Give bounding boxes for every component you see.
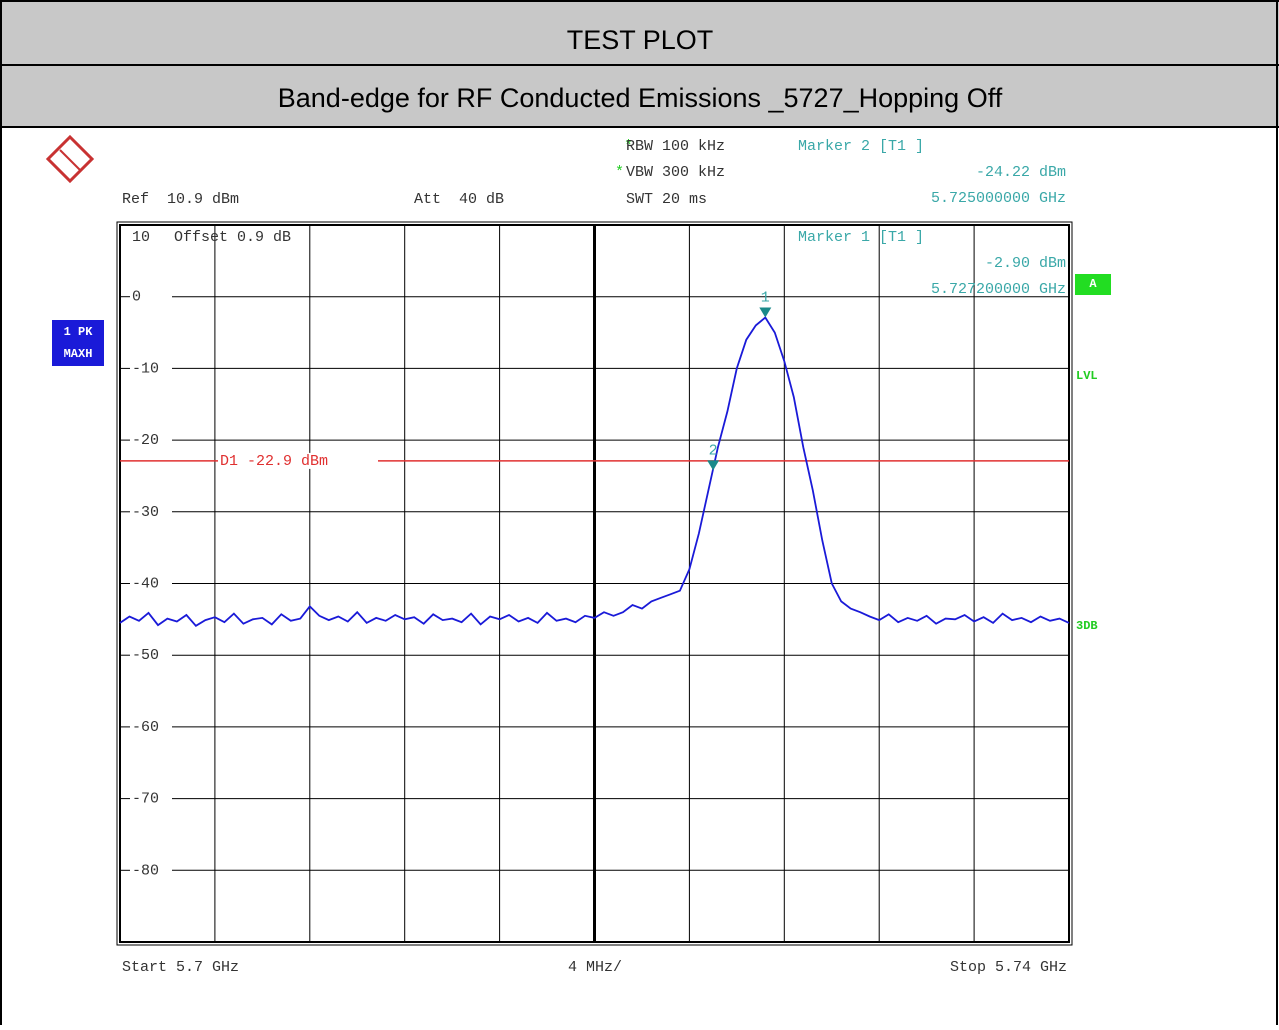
marker-value: -24.22 dBm [976,164,1066,181]
vbw-flag: * [615,164,624,181]
y-tick-label: 10 [132,229,150,246]
trace-label: MAXH [64,347,93,361]
y-tick-label: -70 [132,791,159,808]
rbw: RBW 100 kHz [626,138,725,155]
start-freq: Start 5.7 GHz [122,959,239,976]
subtitle: Band-edge for RF Conducted Emissions _57… [278,83,1003,113]
attenuation: Att 40 dB [414,191,504,208]
marker-title: Marker 1 [T1 ] [798,229,924,246]
y-tick-label: 0 [132,289,141,306]
header-band [0,0,1279,127]
vbw: VBW 300 kHz [626,164,725,181]
trace-label: 1 PK [64,325,94,339]
stop-freq: Stop 5.74 GHz [950,959,1067,976]
swt: SWT 20 ms [626,191,707,208]
offset: Offset 0.9 dB [174,229,291,246]
trace-badge [52,320,104,366]
side-label: LVL [1076,369,1098,383]
side-badge [1075,274,1111,295]
ref-level: Ref 10.9 dBm [122,191,239,208]
y-tick-label: -80 [132,862,159,879]
y-tick-label: -20 [132,432,159,449]
logo [45,134,95,184]
marker [707,460,720,471]
y-tick-label: -30 [132,504,159,521]
span-div: 4 MHz/ [568,959,622,976]
side-label: A [1089,277,1097,291]
marker-number: 2 [709,442,718,459]
title: TEST PLOT [567,25,714,55]
plot-frame [116,221,1073,946]
y-tick-label: -50 [132,647,159,664]
y-tick-label: -60 [132,719,159,736]
rbw-flag: * [624,138,633,155]
marker-title: Marker 2 [T1 ] [798,138,924,155]
y-tick-label: -10 [132,360,159,377]
marker-freq: 5.727200000 GHz [931,281,1066,298]
marker-value: -2.90 dBm [985,255,1066,272]
marker-number: 1 [761,289,770,306]
marker [759,307,772,318]
side-label: 3DB [1076,619,1098,633]
marker-freq: 5.725000000 GHz [931,190,1066,207]
trace [119,316,1070,627]
display-line-label-bg [218,452,378,469]
display-line-label: D1 -22.9 dBm [220,453,328,470]
y-tick-label: -40 [132,575,159,592]
